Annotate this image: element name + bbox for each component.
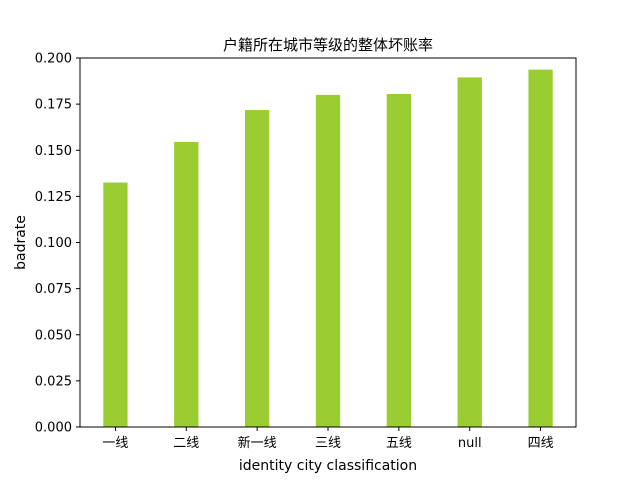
x-axis-ticks: 一线 二线 新一线 三线 五线 null 四线 [102,427,554,451]
x-tick-label: 四线 [528,436,554,451]
bar-1 [174,141,199,427]
x-axis-label: identity city classification [239,458,417,474]
bars-layer [103,69,553,428]
y-tick-label: 0.050 [35,328,72,343]
bar-2 [244,110,270,428]
y-tick-label: 0.175 [35,98,72,113]
bar-4 [386,93,412,427]
bar-0 [103,182,128,427]
x-tick-label: 三线 [315,436,341,451]
y-axis-ticks: 0.000 0.025 0.050 0.075 0.100 0.125 0.150 0.175… [35,52,80,436]
x-tick-label: 二线 [173,436,199,451]
x-tick-label: 一线 [102,436,128,451]
y-tick-label: 0.200 [35,52,72,67]
y-tick-label: 0.100 [35,236,72,251]
y-tick-label: 0.150 [35,144,72,159]
bar-3 [315,94,341,428]
y-axis-label: badrate [13,215,29,270]
chart-title: 户籍所在城市等级的整体坏账率 [223,36,433,54]
bar-6 [528,69,553,427]
y-tick-label: 0.125 [35,190,72,205]
y-tick-label: 0.000 [35,421,72,436]
x-tick-label: 新一线 [238,435,277,451]
y-tick-label: 0.075 [35,282,72,297]
y-tick-label: 0.025 [35,374,72,389]
plot-frame [79,57,577,428]
x-tick-label: 五线 [386,436,412,451]
x-tick-label: null [458,436,482,451]
bar-5 [457,77,482,427]
